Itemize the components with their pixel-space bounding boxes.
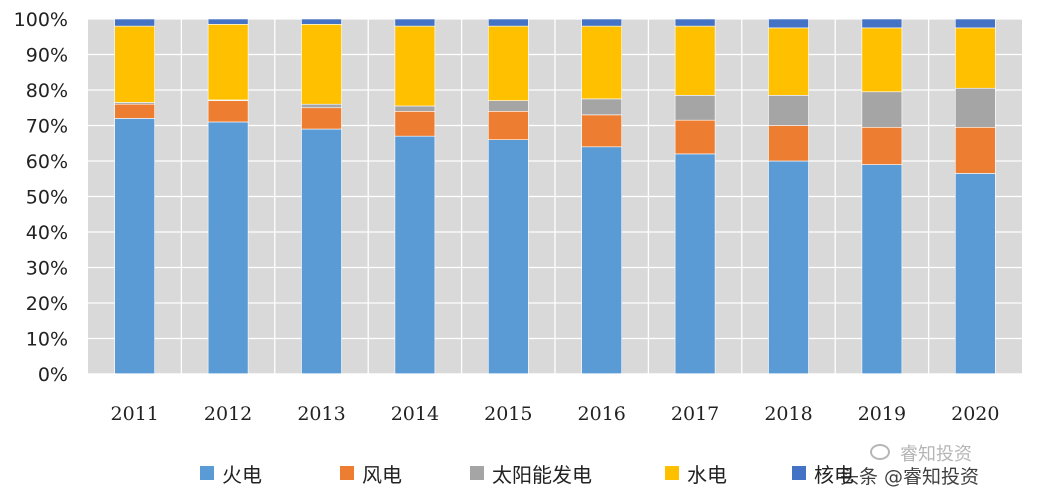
bar-segment <box>861 91 903 128</box>
bar-segment <box>301 128 342 375</box>
bar-segment <box>487 25 529 101</box>
bar-segment <box>114 18 155 27</box>
bar-segment <box>114 118 155 375</box>
bar-segment <box>768 27 809 96</box>
bar-segment <box>394 25 436 107</box>
bar-segment <box>674 153 716 375</box>
legend-swatch-nuclear <box>792 466 806 480</box>
x-tick-label: 2012 <box>204 403 252 425</box>
bar-segment <box>581 146 623 375</box>
legend-swatch-hydro <box>665 466 679 480</box>
bar-segment <box>487 111 529 141</box>
bar-segment <box>674 25 716 96</box>
legend-item-wind: 风电 <box>340 458 402 488</box>
bar-segment <box>954 126 996 174</box>
bar-segment <box>768 18 809 29</box>
x-tick-label: 2018 <box>764 403 812 425</box>
x-tick-label: 2016 <box>578 403 626 425</box>
y-tick-label: 40% <box>26 222 68 244</box>
y-tick-label: 100% <box>14 9 68 31</box>
x-tick-label: 2017 <box>671 403 719 425</box>
bar-segment <box>207 24 249 101</box>
bar-segment <box>207 18 249 25</box>
y-tick-label: 70% <box>26 116 68 138</box>
y-tick-label: 20% <box>26 293 68 315</box>
bar-segment <box>394 135 436 375</box>
bar-segment <box>954 27 996 89</box>
x-tick-label: 2013 <box>297 403 345 425</box>
bar-segment <box>114 103 155 119</box>
x-tick-label: 2014 <box>391 403 439 425</box>
x-tick-label: 2015 <box>484 403 532 425</box>
bar-segment <box>394 105 436 112</box>
bar-segment <box>581 98 623 116</box>
bar-segment <box>768 160 809 375</box>
bar-segment <box>861 164 903 375</box>
legend-item-solar: 太阳能发电 <box>470 458 592 488</box>
y-tick-label: 50% <box>26 187 68 209</box>
legend-label-thermal: 火电 <box>222 462 262 487</box>
y-tick-label: 90% <box>26 45 68 67</box>
bar-segment <box>768 95 809 126</box>
legend-swatch-thermal <box>200 466 214 480</box>
bar-segment <box>114 25 155 103</box>
watermark-top-text: 睿知投资 <box>900 444 972 465</box>
bar-segment <box>207 100 249 123</box>
legend-label-hydro: 水电 <box>687 462 727 487</box>
bar-segment <box>581 18 623 27</box>
bar-segment <box>954 173 996 375</box>
legend-item-nuclear: 核电 <box>792 458 854 488</box>
y-tick-label: 30% <box>26 258 68 280</box>
y-tick-label: 80% <box>26 80 68 102</box>
legend-label-solar: 太阳能发电 <box>492 462 592 487</box>
bar-segment <box>301 24 342 105</box>
y-tick-label: 60% <box>26 151 68 173</box>
watermark: 睿知投资 头条 @睿知投资 <box>840 440 1044 500</box>
bar-segment <box>861 18 903 29</box>
legend-item-thermal: 火电 <box>200 458 262 488</box>
chart-legend: 火电 风电 太阳能发电 水电 核电 <box>0 458 1044 488</box>
legend-label-wind: 风电 <box>362 462 402 487</box>
bar-segment <box>674 95 716 121</box>
legend-label-nuclear: 核电 <box>814 462 854 487</box>
bar-segment <box>487 139 529 375</box>
bar-segment <box>861 27 903 93</box>
x-tick-label: 2019 <box>858 403 906 425</box>
bar-segment <box>487 18 529 27</box>
stacked-bar-chart: 0% 10% 20% 30% 40% 50% 60% 70% 80% 90% 100% 2011 201… <box>14 9 1022 425</box>
legend-swatch-solar <box>470 466 484 480</box>
bar-segment <box>674 119 716 155</box>
legend-item-hydro: 水电 <box>665 458 727 488</box>
y-tick-label: 0% <box>38 364 68 386</box>
watermark-bottom-text: 头条 @睿知投资 <box>840 466 980 488</box>
bar-segment <box>394 111 436 137</box>
bar-segment <box>301 18 342 25</box>
x-tick-label: 2011 <box>111 403 159 425</box>
wechat-icon <box>870 444 890 460</box>
bar-segment <box>301 107 342 130</box>
bar-segment <box>581 25 623 100</box>
bar-segment <box>487 100 529 112</box>
x-tick-label: 2020 <box>951 403 999 425</box>
bar-segment <box>674 18 716 27</box>
bar-segment <box>207 121 249 375</box>
bar-segment <box>768 125 809 162</box>
bar-segment <box>581 114 623 148</box>
y-tick-label: 10% <box>26 329 68 351</box>
bar-segment <box>954 18 996 29</box>
bar-segment <box>394 18 436 27</box>
bar-segment <box>954 87 996 128</box>
legend-swatch-wind <box>340 466 354 480</box>
bar-segment <box>301 103 342 109</box>
bar-segment <box>861 126 903 165</box>
